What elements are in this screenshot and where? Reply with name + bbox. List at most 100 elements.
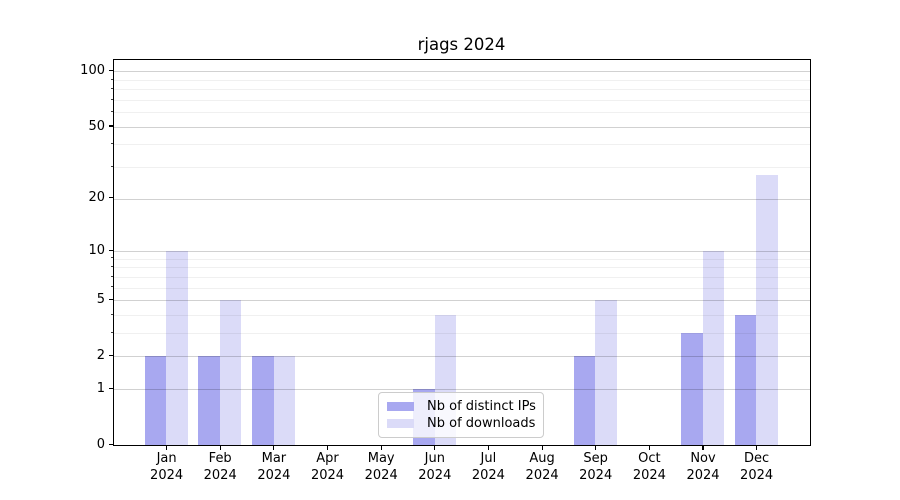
xtick-year-may: 2024 <box>364 467 398 483</box>
ytick-mark-1 <box>108 387 114 389</box>
bar-downloads-sep <box>595 300 617 445</box>
xtick-month-aug: Aug <box>529 451 555 466</box>
ytick-minor-mark-3 <box>111 331 114 333</box>
ytick-minor-mark-40 <box>111 143 114 145</box>
xtick-year-oct: 2024 <box>632 467 666 483</box>
legend-swatch-distinct-ips-icon <box>387 402 414 411</box>
bar-distinct-ips-jan <box>144 356 167 445</box>
gridline-major-50 <box>114 126 810 128</box>
xtick-mark-feb <box>219 445 221 450</box>
ytick-label-10: 10 <box>88 242 105 258</box>
ytick-minor-mark-7 <box>111 275 114 277</box>
ytick-mark-2 <box>108 354 114 356</box>
xtick-label-sep: Sep 2024 <box>568 451 624 484</box>
xtick-year-feb: 2024 <box>203 467 237 483</box>
xtick-year-sep: 2024 <box>579 467 613 483</box>
bar-downloads-dec <box>756 175 778 445</box>
xtick-label-mar: Mar 2024 <box>246 451 302 484</box>
ytick-label-50: 50 <box>88 118 105 134</box>
gridline-minor-60 <box>114 112 810 114</box>
ytick-label-0: 0 <box>96 436 105 452</box>
gridline-minor-80 <box>114 89 810 91</box>
ytick-minor-mark-9 <box>111 257 114 259</box>
ytick-mark-100 <box>108 70 114 72</box>
xtick-label-jan: Jan 2024 <box>139 451 195 484</box>
gridline-minor-3 <box>114 332 810 334</box>
xtick-month-sep: Sep <box>583 451 608 466</box>
xtick-label-oct: Oct 2024 <box>621 451 677 484</box>
bar-downloads-jan <box>166 250 188 445</box>
gridline-minor-30 <box>114 167 810 168</box>
legend: Nb of distinct IPs Nb of downloads <box>378 392 544 438</box>
xtick-mark-aug <box>541 445 543 450</box>
gridline-minor-6 <box>114 287 810 289</box>
legend-item-distinct-ips: Nb of distinct IPs <box>385 398 537 415</box>
xtick-year-jun: 2024 <box>418 467 452 483</box>
gridline-minor-40 <box>114 144 810 146</box>
ytick-mark-0 <box>108 443 114 445</box>
ytick-label-5: 5 <box>96 291 105 307</box>
ytick-minor-mark-6 <box>111 286 114 288</box>
xtick-year-aug: 2024 <box>525 467 559 483</box>
ytick-label-100: 100 <box>80 63 105 79</box>
ytick-minor-mark-4 <box>111 313 114 315</box>
xtick-mark-dec <box>756 445 758 450</box>
xtick-mark-jul <box>487 445 489 450</box>
xtick-month-jan: Jan <box>156 451 177 466</box>
xtick-month-dec: Dec <box>744 451 770 466</box>
xtick-year-apr: 2024 <box>310 467 345 483</box>
gridline-minor-8 <box>114 267 810 269</box>
xtick-month-oct: Oct <box>638 451 661 466</box>
ytick-mark-50 <box>108 125 114 127</box>
xtick-label-may: May 2024 <box>353 451 409 484</box>
bar-distinct-ips-nov <box>681 332 703 445</box>
gridline-minor-9 <box>114 258 810 260</box>
ytick-mark-20 <box>108 197 114 199</box>
xtick-year-dec: 2024 <box>740 467 774 483</box>
xtick-month-jun: Jun <box>424 451 445 466</box>
gridline-major-2 <box>114 356 810 358</box>
xtick-label-aug: Aug 2024 <box>514 451 570 484</box>
xtick-mark-nov <box>702 445 704 450</box>
xtick-label-nov: Nov 2024 <box>675 451 731 484</box>
bar-downloads-nov <box>702 250 725 445</box>
legend-item-downloads: Nb of downloads <box>385 415 537 432</box>
xtick-label-feb: Feb 2024 <box>192 451 248 484</box>
ytick-minor-mark-30 <box>111 165 114 167</box>
xtick-mark-mar <box>273 445 275 450</box>
xtick-month-apr: Apr <box>316 451 339 466</box>
xtick-year-jul: 2024 <box>471 467 505 483</box>
ytick-minor-mark-8 <box>111 265 114 267</box>
bar-distinct-ips-sep <box>573 356 596 445</box>
gridline-major-1 <box>114 388 810 390</box>
ytick-label-1: 1 <box>96 380 105 396</box>
bar-distinct-ips-mar <box>252 356 274 445</box>
legend-label-downloads: Nb of downloads <box>427 416 536 431</box>
gridline-major-5 <box>114 300 810 301</box>
bar-distinct-ips-feb <box>198 356 220 445</box>
xtick-label-apr: Apr 2024 <box>300 451 356 484</box>
xtick-month-may: May <box>367 451 395 466</box>
chart-title: rjags 2024 <box>417 35 506 54</box>
xtick-label-jul: Jul 2024 <box>460 451 516 484</box>
xtick-mark-may <box>380 445 382 450</box>
xtick-month-nov: Nov <box>690 451 716 466</box>
ytick-minor-mark-80 <box>111 88 114 90</box>
legend-label-distinct-ips: Nb of distinct IPs <box>427 399 536 414</box>
gridline-major-20 <box>114 198 810 200</box>
ytick-mark-5 <box>108 298 114 300</box>
xtick-label-jun: Jun 2024 <box>407 451 463 484</box>
ytick-mark-10 <box>108 249 114 251</box>
legend-swatch-downloads-icon <box>387 419 414 428</box>
xtick-year-nov: 2024 <box>686 467 720 483</box>
ytick-minor-mark-90 <box>111 78 114 80</box>
xtick-mark-sep <box>595 445 597 450</box>
xtick-mark-jun <box>434 445 436 450</box>
xtick-mark-oct <box>648 445 650 450</box>
ytick-label-20: 20 <box>88 190 105 206</box>
ytick-minor-mark-60 <box>111 111 114 112</box>
gridline-minor-90 <box>114 79 810 81</box>
bar-downloads-mar <box>273 356 296 445</box>
ytick-minor-mark-70 <box>111 98 114 100</box>
